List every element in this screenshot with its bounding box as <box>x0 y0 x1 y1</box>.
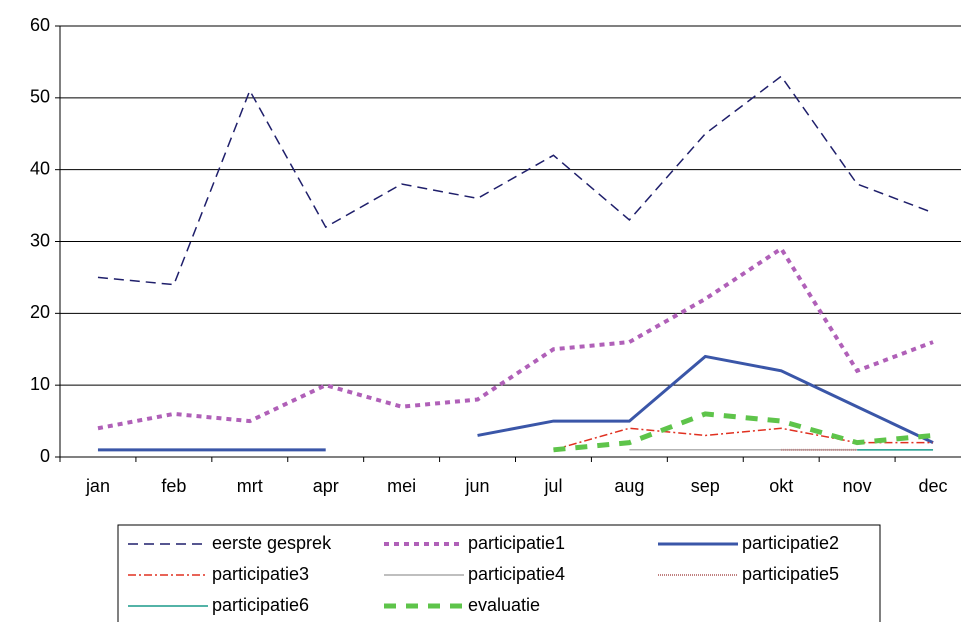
y-tick-label: 40 <box>30 158 50 178</box>
x-tick-label: jun <box>465 476 490 496</box>
x-tick-label: nov <box>843 476 872 496</box>
x-tick-label: sep <box>691 476 720 496</box>
series-line <box>97 75 934 286</box>
x-tick-label: feb <box>161 476 186 496</box>
y-tick-label: 50 <box>30 87 50 107</box>
y-tick-label: 60 <box>30 15 50 35</box>
legend-label: participatie2 <box>742 533 839 553</box>
x-tick-label: apr <box>313 476 339 496</box>
legend-label: eerste gesprek <box>212 533 332 553</box>
x-tick-label: jan <box>85 476 110 496</box>
x-tick-label: aug <box>614 476 644 496</box>
x-tick-label: dec <box>919 476 948 496</box>
legend-label: participatie5 <box>742 564 839 584</box>
x-tick-label: mei <box>387 476 416 496</box>
x-tick-label: okt <box>769 476 793 496</box>
y-tick-label: 20 <box>30 302 50 322</box>
x-tick-label: jul <box>543 476 562 496</box>
legend-label: participatie1 <box>468 533 565 553</box>
legend-box <box>117 524 881 622</box>
legend-label: participatie6 <box>212 595 309 615</box>
legend-label: participatie4 <box>468 564 565 584</box>
series-line <box>97 245 934 431</box>
series-line <box>553 427 934 451</box>
legend-label: participatie3 <box>212 564 309 584</box>
y-tick-label: 10 <box>30 374 50 394</box>
y-tick-label: 30 <box>30 230 50 250</box>
y-tick-label: 0 <box>40 446 50 466</box>
x-tick-label: mrt <box>237 476 263 496</box>
series-line <box>477 354 934 444</box>
legend-label: evaluatie <box>468 595 540 615</box>
